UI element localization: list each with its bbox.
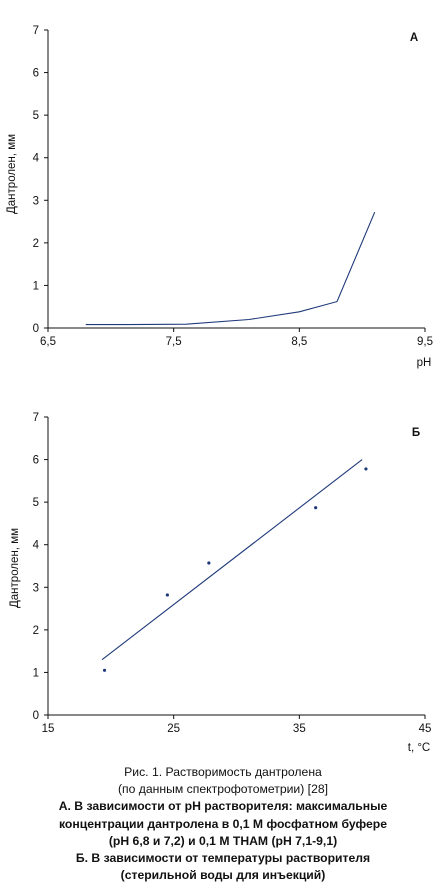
chart-a-x-tick-label: 7,5 <box>166 336 182 348</box>
caption-body-line: (стерильной воды для инъекций) <box>120 868 326 883</box>
chart-a-y-tick-label: 4 <box>33 153 40 165</box>
caption-body-line: концентрации дантролена в 0,1 М фосфатно… <box>58 816 387 831</box>
chart-a-y-tick-label: 2 <box>33 238 39 250</box>
chart-a-y-tick-label: 3 <box>33 195 39 207</box>
chart-b-y-tick-label: 7 <box>33 412 39 424</box>
chart-b-y-tick-label: 2 <box>33 625 39 637</box>
chart-b-data-point <box>364 467 368 471</box>
chart-a-y-tick-label: 0 <box>33 323 39 335</box>
chart-a-x-axis-label: pH <box>417 357 432 369</box>
chart-a-series <box>85 211 376 326</box>
chart-a-series-line <box>85 211 376 326</box>
chart-a-y-axis-label: Дантролен, мм <box>6 134 18 214</box>
chart-a-x-tick-label: 8,5 <box>291 336 307 348</box>
chart-a-x-tick-label: 9,5 <box>417 336 433 348</box>
chart-a-y-tick-label: 5 <box>33 110 39 122</box>
chart-a-panel-label: А <box>410 32 418 44</box>
chart-b-data-point <box>102 668 107 672</box>
chart-a-y-tick-label: 6 <box>33 68 39 80</box>
caption-title-line: Рис. 1. Растворимость дантролена <box>124 765 322 779</box>
chart-b-data-point <box>207 561 211 565</box>
chart-b-y-axis-label: Дантролен, мм <box>9 528 21 608</box>
caption-body-line: (pH 6,8 и 7,2) и 0,1 М THAM (pH 7,1-9,1) <box>108 833 338 848</box>
chart-b-data-point <box>165 593 169 597</box>
chart-b-x-tick-label: 45 <box>419 723 432 735</box>
chart-b-x-tick-label: 25 <box>167 723 180 735</box>
chart-b-trendline-group <box>101 459 363 661</box>
chart-b-panel-label: Б <box>412 427 420 439</box>
chart-b-x-axis-label: t, °C <box>408 742 431 754</box>
chart-b-y-tick-label: 1 <box>33 667 39 679</box>
chart-a-y-ticks: 0 1 2 3 4 5 6 7 <box>33 25 48 335</box>
chart-a-x-tick-label: 6,5 <box>40 336 56 348</box>
caption-body-line: Б. В зависимости от температуры раствори… <box>75 851 371 866</box>
chart-b-series <box>102 467 368 672</box>
chart-b-y-ticks: 0 1 2 3 4 5 6 7 <box>33 412 48 722</box>
chart-b-y-tick-label: 6 <box>33 455 39 467</box>
chart-b-trendline <box>101 459 363 661</box>
chart-b-y-tick-label: 0 <box>33 710 39 722</box>
chart-a-y-tick-label: 7 <box>33 25 39 37</box>
chart-b-y-tick-label: 3 <box>33 582 39 594</box>
chart-a: 0 1 2 3 4 5 6 7 6,5 7,5 8,5 9,5 А pH Дантролен, мм <box>6 25 433 369</box>
chart-b-y-tick-label: 5 <box>33 497 39 509</box>
chart-b-y-tick-label: 4 <box>33 540 40 552</box>
chart-b-x-tick-label: 15 <box>42 723 55 735</box>
chart-a-x-ticks: 6,5 7,5 8,5 9,5 <box>40 328 433 348</box>
figure-caption: Рис. 1. Растворимость дантролена (по дан… <box>0 764 446 884</box>
chart-b-x-ticks: 15 25 35 45 <box>42 715 432 735</box>
chart-a-y-tick-label: 1 <box>33 280 39 292</box>
chart-b-x-tick-label: 35 <box>293 723 306 735</box>
caption-body-line: А. В зависимости от pH растворителя: мак… <box>58 799 388 814</box>
caption-title-line: (по данным спектрофотометрии) [28] <box>117 782 329 797</box>
chart-b-data-point <box>314 506 318 510</box>
